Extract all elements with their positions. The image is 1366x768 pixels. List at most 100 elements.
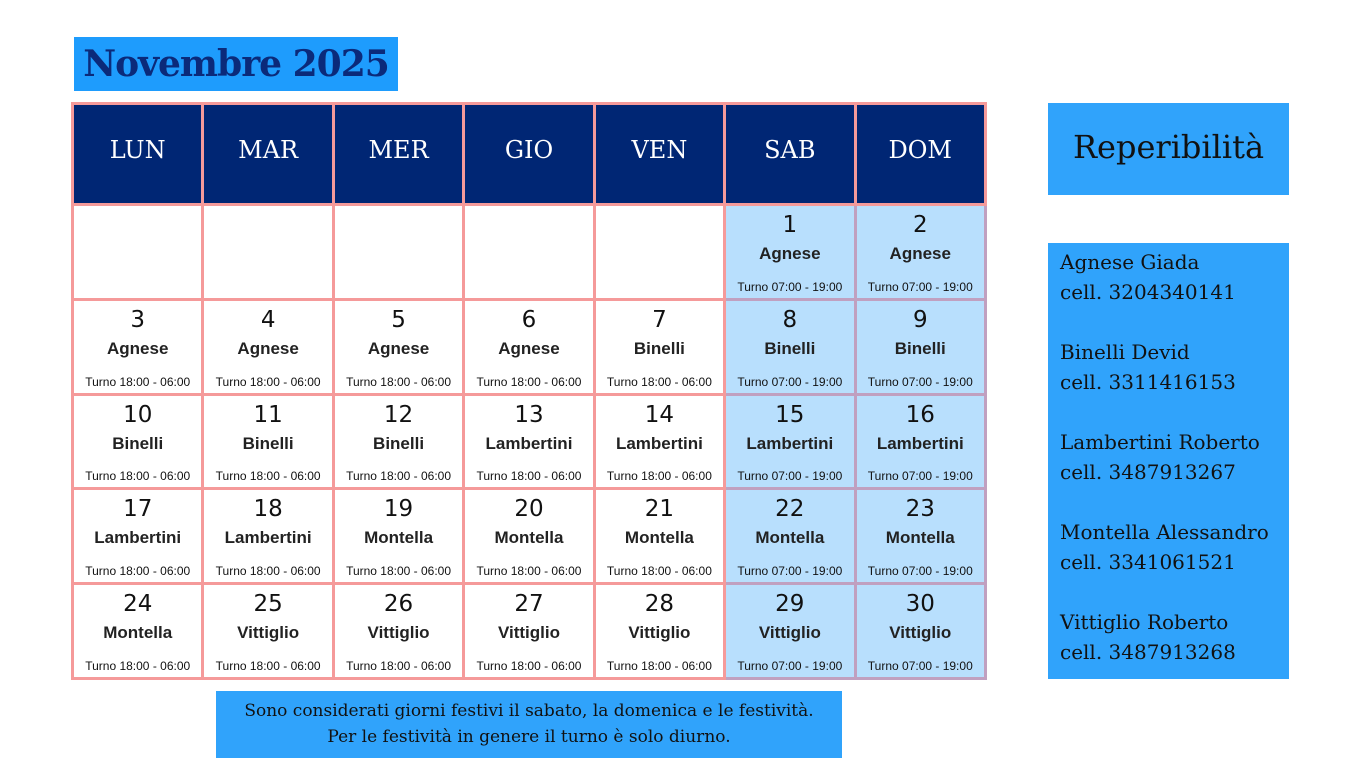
on-call-name: Agnese	[889, 244, 951, 263]
day-cell: 16 Lambertini Turno 07:00 - 19:00	[853, 392, 988, 491]
contact-phone: cell. 3341061521	[1060, 550, 1236, 574]
empty-day-cell	[70, 203, 205, 301]
day-number: 23	[905, 496, 935, 523]
on-call-name: Agnese	[759, 244, 821, 263]
on-call-name: Lambertini	[94, 528, 182, 548]
contact-name: Vittiglio Roberto	[1060, 610, 1229, 634]
shift-time: Turno 07:00 - 19:00	[737, 469, 843, 484]
shift-time: Turno 18:00 - 06:00	[606, 564, 712, 579]
day-cell: 17 Lambertini Turno 18:00 - 06:00	[70, 487, 205, 586]
on-call-name: Vittiglio	[628, 623, 691, 643]
day-number: 21	[644, 496, 675, 523]
on-call-name: Lambertini	[746, 433, 834, 453]
on-call-name: Binelli	[112, 433, 164, 453]
weekday-header-row: LUN MAR MER GIO VEN SAB DOM	[70, 102, 988, 206]
on-call-name: Lambertini	[876, 433, 964, 453]
day-number: 28	[644, 591, 675, 618]
shift-time: Turno 18:00 - 06:00	[85, 469, 191, 484]
day-number: 30	[905, 591, 935, 618]
shift-time: Turno 18:00 - 06:00	[215, 659, 321, 673]
day-number: 7	[652, 306, 667, 333]
week-row: 10 Binelli Turno 18:00 - 06:00 11 Binelli Tur…	[70, 392, 988, 491]
week-row: 17 Lambertini Turno 18:00 - 06:00 18 Lambert…	[70, 487, 988, 586]
shift-time: Turno 18:00 - 06:00	[346, 469, 452, 484]
on-call-name: Binelli	[373, 433, 425, 453]
day-number: 27	[514, 591, 544, 618]
contact-entry: Vittiglio Roberto cell. 3487913268	[1060, 607, 1289, 697]
on-call-name: Vittiglio	[367, 623, 430, 643]
day-cell: 12 Binelli Turno 18:00 - 06:00	[331, 392, 466, 491]
day-number: 20	[514, 496, 544, 523]
on-call-name: Vittiglio	[889, 623, 952, 643]
on-call-name: Lambertini	[485, 433, 573, 453]
shift-time: Turno 18:00 - 06:00	[476, 469, 582, 484]
on-call-name: Vittiglio	[237, 623, 300, 643]
day-number: 19	[383, 496, 414, 523]
shift-time: Turno 18:00 - 06:00	[85, 659, 191, 673]
day-cell: 21 Montella Turno 18:00 - 06:00	[592, 487, 727, 586]
on-call-name: Lambertini	[615, 433, 703, 453]
contact-list: Agnese Giada cell. 3204340141 Binelli Devi…	[1048, 243, 1289, 679]
day-cell: 19 Montella Turno 18:00 - 06:00	[331, 487, 466, 586]
day-cell: 15 Lambertini Turno 07:00 - 19:00	[723, 392, 857, 491]
shift-time: Turno 07:00 - 19:00	[737, 659, 843, 673]
day-number: 26	[383, 591, 414, 618]
note-line-2: Per le festività in genere il turno è so…	[327, 727, 731, 747]
day-cell: 27 Vittiglio Turno 18:00 - 06:00	[462, 582, 596, 680]
shift-time: Turno 18:00 - 06:00	[85, 374, 191, 389]
shift-time: Turno 18:00 - 06:00	[346, 564, 452, 579]
on-call-name: Vittiglio	[497, 623, 560, 643]
day-number: 11	[253, 401, 283, 428]
on-call-name: Lambertini	[224, 528, 312, 548]
day-cell: 8 Binelli Turno 07:00 - 19:00	[723, 297, 857, 396]
shift-time: Turno 18:00 - 06:00	[215, 469, 321, 484]
day-number: 24	[123, 591, 153, 618]
day-cell: 24 Montella Turno 18:00 - 06:00	[70, 582, 205, 680]
contact-entry: Montella Alessandro cell. 3341061521	[1060, 517, 1289, 607]
shift-time: Turno 18:00 - 06:00	[476, 374, 582, 389]
contact-entry: Agnese Giada cell. 3204340141	[1060, 247, 1289, 337]
shift-time: Turno 07:00 - 19:00	[867, 374, 973, 389]
contact-phone: cell. 3487913268	[1060, 640, 1236, 664]
day-number: 15	[775, 401, 805, 428]
on-call-name: Montella	[755, 528, 825, 548]
shift-time: Turno 18:00 - 06:00	[606, 469, 712, 484]
day-number: 1	[782, 212, 798, 238]
day-cell: 22 Montella Turno 07:00 - 19:00	[723, 487, 857, 586]
on-call-name: Montella	[494, 528, 564, 548]
day-number: 9	[912, 306, 928, 333]
shift-time: Turno 07:00 - 19:00	[737, 374, 843, 389]
shift-time: Turno 18:00 - 06:00	[476, 564, 582, 579]
on-call-name: Vittiglio	[758, 623, 821, 643]
day-number: 8	[782, 306, 798, 333]
weekday-sab: SAB	[723, 102, 857, 206]
weekday-ven: VEN	[592, 102, 727, 206]
contact-phone: cell. 3487913267	[1060, 460, 1236, 484]
day-cell: 30 Vittiglio Turno 07:00 - 19:00	[853, 582, 988, 680]
day-number: 16	[905, 401, 935, 428]
weekday-mar: MAR	[201, 102, 335, 206]
day-number: 14	[644, 401, 675, 428]
day-cell: 3 Agnese Turno 18:00 - 06:00	[70, 297, 205, 396]
on-call-name: Agnese	[107, 338, 169, 358]
weekday-gio: GIO	[462, 102, 596, 206]
weekday-lun: LUN	[70, 102, 205, 206]
on-call-name: Binelli	[633, 338, 685, 358]
on-call-name: Binelli	[764, 338, 816, 358]
contact-name: Agnese Giada	[1060, 250, 1200, 274]
day-cell: 2 Agnese Turno 07:00 - 19:00	[853, 203, 988, 301]
shift-time: Turno 18:00 - 06:00	[346, 659, 452, 673]
day-cell: 29 Vittiglio Turno 07:00 - 19:00	[723, 582, 857, 680]
shift-time: Turno 07:00 - 19:00	[737, 279, 843, 294]
shift-time: Turno 18:00 - 06:00	[606, 659, 712, 673]
day-cell: 25 Vittiglio Turno 18:00 - 06:00	[201, 582, 335, 680]
shift-time: Turno 18:00 - 06:00	[476, 659, 582, 673]
day-number: 13	[514, 401, 544, 428]
on-call-name: Agnese	[237, 338, 299, 358]
day-cell: 7 Binelli Turno 18:00 - 06:00	[592, 297, 727, 396]
day-cell: 14 Lambertini Turno 18:00 - 06:00	[592, 392, 727, 491]
week-row: 24 Montella Turno 18:00 - 06:00 25 Vittiglio…	[70, 582, 988, 680]
day-cell: 5 Agnese Turno 18:00 - 06:00	[331, 297, 466, 396]
contact-name: Montella Alessandro	[1060, 520, 1269, 544]
shift-time: Turno 18:00 - 06:00	[606, 374, 712, 389]
